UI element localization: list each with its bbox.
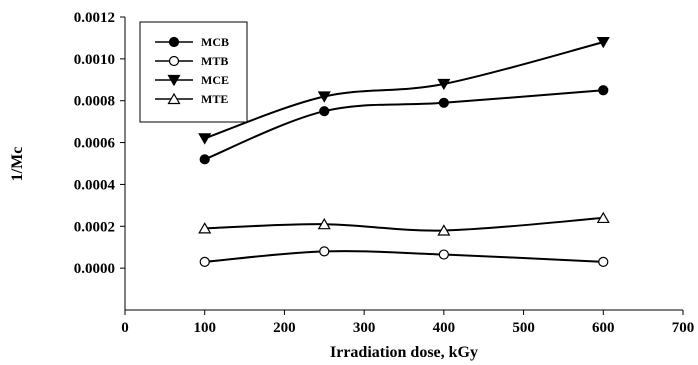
series-mtb-point: [199, 256, 210, 267]
legend-items: MCB MTB MCE MTE: [155, 35, 229, 106]
y-tick-label: 0.0012: [74, 10, 115, 26]
legend-marker-mcb: [168, 36, 180, 48]
legend-item-mte: MTE: [155, 92, 228, 106]
series-mce-line: [204, 41, 604, 140]
series-mcb-point: [319, 106, 330, 117]
series-mcb-point: [438, 97, 449, 108]
series-mtb-point: [438, 249, 449, 260]
series-mce-point: [437, 78, 451, 91]
legend-item-mtb: MTB: [155, 54, 228, 68]
legend-item-mce: MCE: [155, 73, 229, 87]
legend-label-mtb: MTB: [201, 54, 228, 68]
series-mtb-line: [204, 250, 604, 263]
legend-label-mcb: MCB: [201, 35, 229, 49]
x-tick-label: 200: [273, 320, 296, 336]
x-tick-label: 500: [512, 320, 535, 336]
legend-marker-mte: [167, 92, 181, 105]
series-mtb-point: [598, 256, 609, 267]
y-tick-label: 0.0006: [74, 136, 116, 152]
x-tick-label: 100: [193, 320, 216, 336]
x-tick-label: 700: [672, 320, 695, 336]
legend-marker-mce: [167, 74, 181, 87]
series-mte-point: [596, 211, 610, 224]
series-mtb-point: [319, 246, 330, 257]
series-mcb-point: [199, 154, 210, 165]
legend-box: [139, 21, 248, 123]
x-tick-label: 300: [353, 320, 376, 336]
series-mce-point: [596, 37, 610, 49]
x-tick-label: 400: [433, 320, 456, 336]
y-tick-label: 0.0000: [74, 261, 115, 277]
series-mce: [198, 37, 610, 145]
series-mte: [198, 211, 610, 236]
y-tick-label: 0.0008: [74, 94, 115, 110]
x-tick-label: 600: [592, 320, 615, 336]
legend-item-mcb: MCB: [155, 35, 229, 49]
series-mce-point: [198, 133, 212, 145]
legend-label-mce: MCE: [201, 73, 229, 87]
series-layer: [198, 37, 610, 267]
series-mte-line: [204, 216, 604, 232]
series-mte-point: [198, 222, 212, 234]
series-mcb-line: [204, 89, 604, 161]
series-mcb-point: [598, 85, 609, 96]
series-mcb: [199, 85, 609, 165]
y-tick-label: 0.0010: [74, 52, 115, 68]
series-mtb: [199, 246, 609, 267]
y-axis-title: 1/Mc: [9, 147, 26, 182]
series-mce-point: [317, 91, 331, 103]
x-tick-label: 0: [121, 320, 129, 336]
y-tick-label: 0.0004: [74, 177, 116, 193]
x-axis-title: Irradiation dose, kGy: [330, 344, 478, 361]
x-axis-ticks: 0 100 200 300 400 500 600 700: [121, 310, 694, 336]
series-mte-point: [437, 224, 451, 236]
legend-marker-mtb: [168, 55, 180, 67]
plot-area: [124, 17, 683, 311]
legend: MCB MTB MCE MTE: [139, 21, 248, 123]
legend-label-mte: MTE: [201, 92, 228, 106]
series-mte-point: [317, 217, 331, 230]
y-axis-ticks: 0.0000 0.0002 0.0004 0.0006 0.0008 0.0010 0.00…: [74, 10, 125, 277]
y-tick-label: 0.0002: [74, 219, 115, 235]
